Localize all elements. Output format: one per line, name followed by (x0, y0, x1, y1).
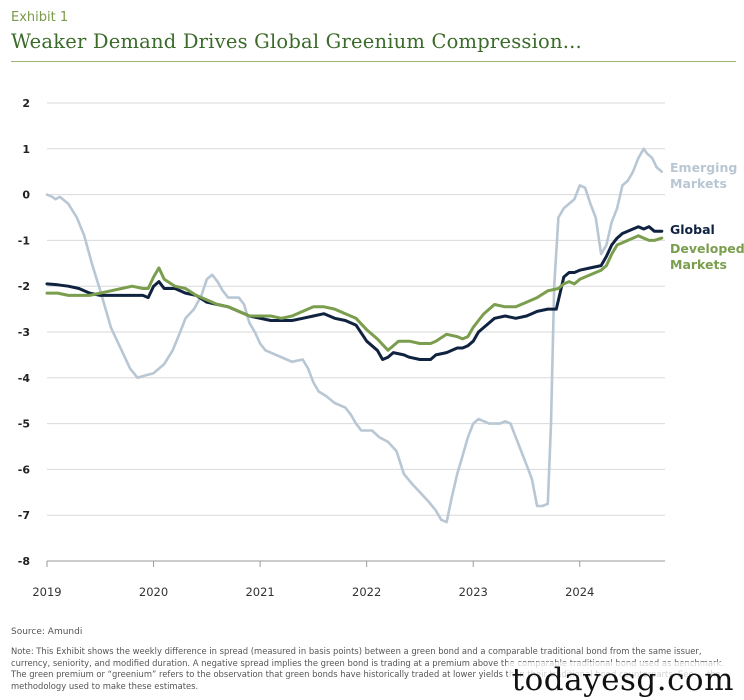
legend-label: Emerging (670, 160, 737, 175)
chart-title: Weaker Demand Drives Global Greenium Com… (11, 30, 582, 53)
y-tick-label: -2 (18, 280, 30, 293)
y-tick-label: 1 (22, 143, 30, 156)
y-tick-label: -8 (18, 555, 30, 568)
x-tick-label: 2022 (352, 585, 381, 599)
x-tick-label: 2024 (565, 585, 594, 599)
legend-label: Global (670, 222, 715, 237)
y-tick-label: -3 (18, 326, 30, 339)
y-tick-label: 0 (22, 189, 30, 202)
y-tick-label: -5 (18, 418, 30, 431)
y-tick-label: -1 (18, 234, 30, 247)
y-tick-label: -6 (18, 463, 31, 476)
source-note: Source: Amundi (11, 627, 83, 637)
y-tick-label: 2 (22, 97, 30, 110)
greenium-line-chart: 2 1 0 -1 -2 -3 -4 -5 -6 -7 -8 2019 2020 2021 2022 2023 2… (18, 97, 744, 599)
legend-label: Developed (670, 241, 744, 256)
series-line-developed-markets (45, 234, 664, 352)
x-tick-label: 2023 (459, 585, 488, 599)
series-line-emerging-markets (45, 147, 664, 524)
x-tick-label: 2019 (32, 585, 61, 599)
legend-label: Markets (670, 176, 727, 191)
title-divider (11, 61, 736, 62)
y-tick-label: -7 (18, 509, 30, 522)
x-tick-label: 2020 (139, 585, 168, 599)
exhibit-label: Exhibit 1 (11, 10, 69, 25)
watermark: todayesg.com (507, 662, 738, 698)
series-line-global (45, 225, 664, 361)
x-tick-label: 2021 (245, 585, 274, 599)
methodology-note: Note: This Exhibit shows the weekly diff… (11, 646, 724, 691)
legend-label: Markets (670, 257, 727, 272)
y-tick-label: -4 (18, 372, 31, 385)
